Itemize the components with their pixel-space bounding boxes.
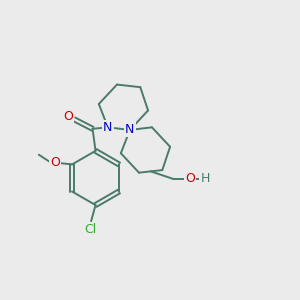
Text: N: N [103, 121, 112, 134]
Text: O: O [64, 110, 74, 123]
Text: O: O [185, 172, 195, 185]
Text: H: H [200, 172, 210, 185]
Text: N: N [125, 123, 135, 136]
Text: O: O [50, 157, 60, 169]
Text: Cl: Cl [84, 223, 96, 236]
